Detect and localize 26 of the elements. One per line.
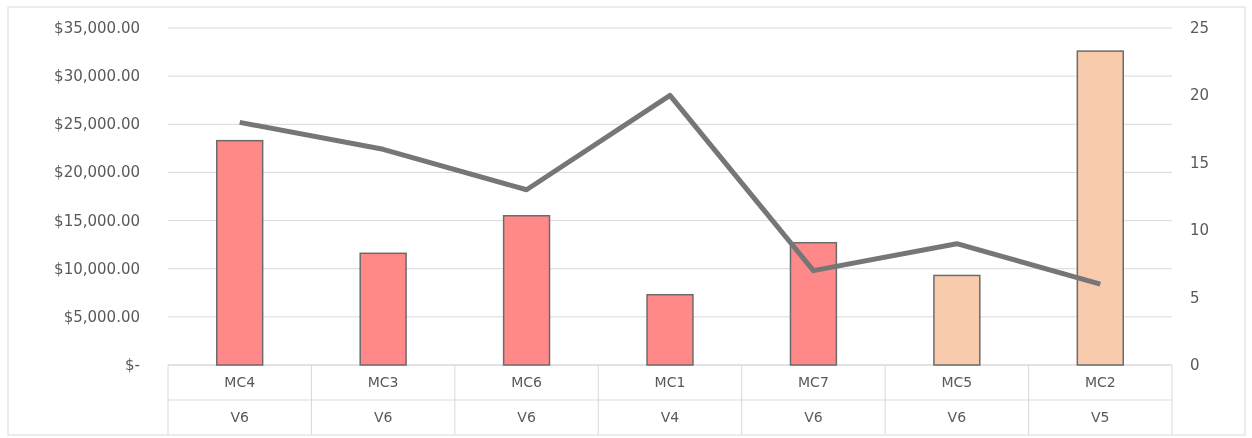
bar <box>216 139 264 366</box>
y-tick-label: $35,000.00 <box>54 19 140 37</box>
category-label: MC7 V6 <box>798 374 829 425</box>
bar <box>646 293 694 366</box>
y-tick-label: $30,000.00 <box>54 67 140 86</box>
category-label: MC2 V5 <box>1084 374 1116 425</box>
category-label: MC1 V4 <box>654 374 686 425</box>
y2-tick-label: 5 <box>1190 288 1200 307</box>
bar <box>502 215 551 366</box>
y2-tick-label: 25 <box>1190 19 1210 37</box>
category-label: MC6 V6 <box>511 374 542 425</box>
y2-tick-label: 20 <box>1190 86 1210 105</box>
y-tick-label: $25,000.00 <box>54 115 140 134</box>
category-label: MC3 V6 <box>367 374 399 425</box>
bar <box>359 252 407 366</box>
y-tick-label: $- <box>125 356 140 374</box>
category-label: MC4 V6 <box>224 374 256 425</box>
y2-tick-label: 0 <box>1190 356 1200 374</box>
y-tick-label: $15,000.00 <box>54 211 140 230</box>
category-label: MC5 V6 <box>941 374 973 425</box>
bar <box>933 274 981 366</box>
y-tick-label: $5,000.00 <box>63 307 140 326</box>
y2-tick-label: 10 <box>1190 221 1210 240</box>
y2-tick-label: 15 <box>1190 153 1210 172</box>
y-tick-label: $10,000.00 <box>54 259 140 278</box>
y-tick-label: $20,000.00 <box>54 163 140 182</box>
